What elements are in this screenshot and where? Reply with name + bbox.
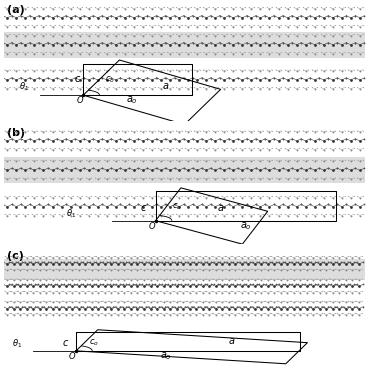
Text: $a_o$: $a_o$ xyxy=(240,220,252,232)
Text: $\theta_1$: $\theta_1$ xyxy=(66,207,76,220)
Text: $c$: $c$ xyxy=(62,338,69,348)
Text: $a_o$: $a_o$ xyxy=(126,94,138,106)
Bar xyxy=(4,259,365,280)
Text: $c_o$: $c_o$ xyxy=(89,337,99,348)
Text: $c$: $c$ xyxy=(74,74,82,84)
Text: $\theta_1$: $\theta_1$ xyxy=(11,337,22,350)
Text: $O$: $O$ xyxy=(76,94,84,105)
Text: $c_o$: $c_o$ xyxy=(105,75,115,85)
Text: $a$: $a$ xyxy=(228,336,235,347)
Text: $O$: $O$ xyxy=(68,350,76,361)
Text: (a): (a) xyxy=(7,5,25,15)
Text: (c): (c) xyxy=(7,251,24,261)
Text: $a$: $a$ xyxy=(217,203,224,213)
Bar xyxy=(4,157,365,183)
Bar xyxy=(4,32,365,58)
Text: $c$: $c$ xyxy=(140,203,148,213)
Text: $a_o$: $a_o$ xyxy=(160,350,172,362)
Text: (b): (b) xyxy=(7,128,25,138)
Text: $O$: $O$ xyxy=(148,220,156,231)
Text: $c_o$: $c_o$ xyxy=(172,201,182,212)
Text: $a$: $a$ xyxy=(162,81,170,91)
Text: $\theta_1$: $\theta_1$ xyxy=(19,81,29,93)
